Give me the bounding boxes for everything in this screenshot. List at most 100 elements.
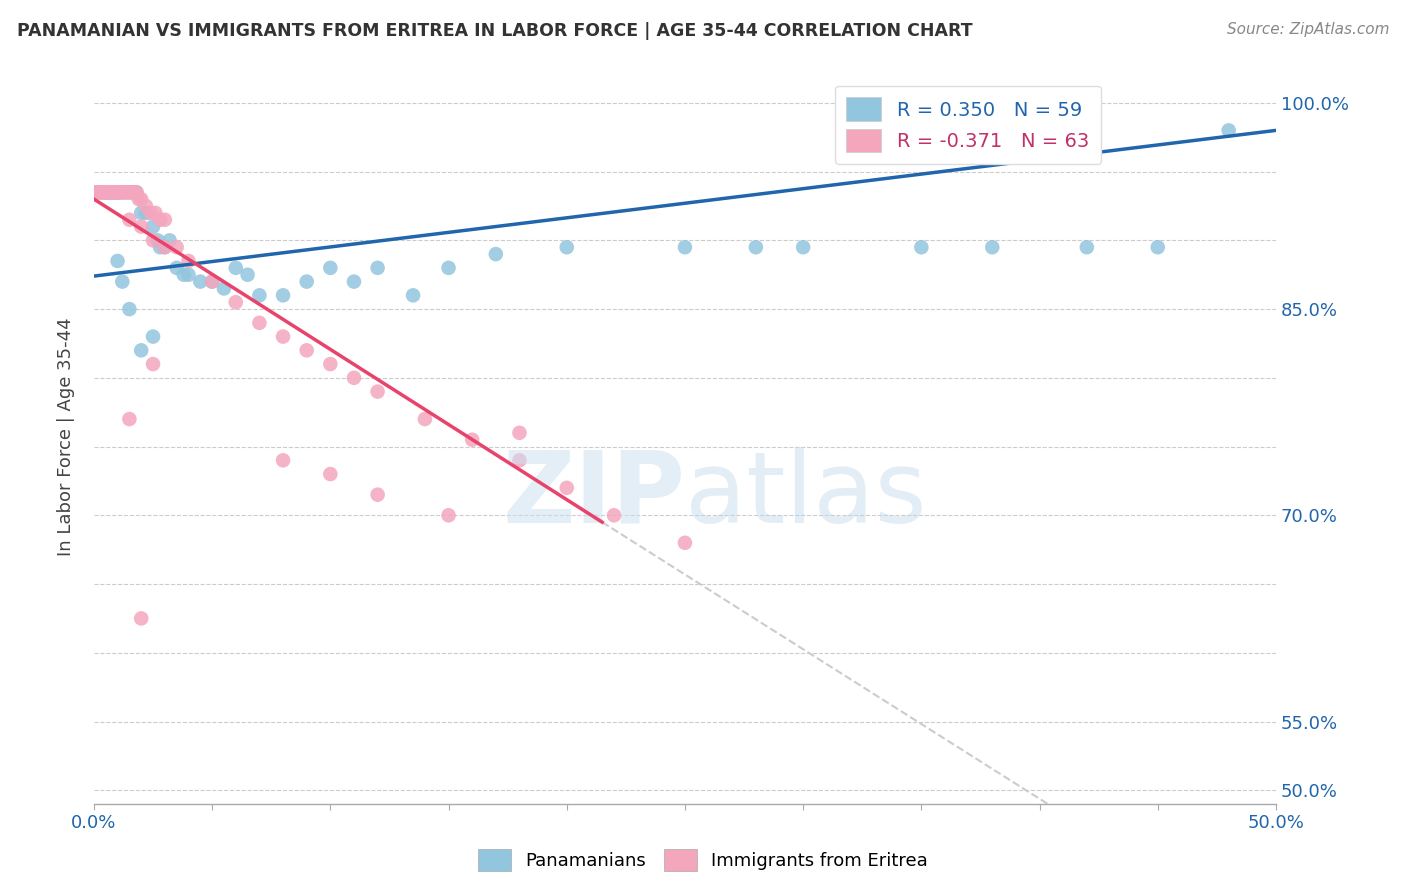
Point bbox=[125, 186, 148, 200]
Point bbox=[173, 268, 195, 282]
Point bbox=[129, 611, 152, 625]
Point bbox=[745, 240, 768, 254]
Point bbox=[159, 233, 181, 247]
Point bbox=[104, 186, 127, 200]
Point bbox=[1146, 240, 1168, 254]
Point bbox=[90, 186, 112, 200]
Point bbox=[108, 186, 131, 200]
Point bbox=[97, 186, 120, 200]
Point bbox=[319, 467, 342, 481]
Point bbox=[146, 233, 169, 247]
Point bbox=[673, 240, 696, 254]
Point bbox=[343, 371, 366, 385]
Point bbox=[437, 260, 460, 275]
Point bbox=[118, 212, 141, 227]
Point bbox=[101, 186, 124, 200]
Point bbox=[413, 412, 436, 426]
Point bbox=[122, 186, 145, 200]
Point bbox=[104, 186, 127, 200]
Point bbox=[100, 186, 122, 200]
Point bbox=[177, 254, 200, 268]
Point bbox=[135, 206, 157, 220]
Point bbox=[114, 186, 136, 200]
Point bbox=[107, 186, 129, 200]
Point bbox=[461, 433, 484, 447]
Point bbox=[188, 275, 211, 289]
Point bbox=[115, 186, 138, 200]
Point bbox=[225, 260, 247, 275]
Point bbox=[508, 453, 530, 467]
Point bbox=[153, 240, 176, 254]
Point bbox=[139, 206, 162, 220]
Point bbox=[142, 357, 165, 371]
Point bbox=[367, 488, 389, 502]
Point bbox=[94, 186, 117, 200]
Point bbox=[90, 186, 112, 200]
Point bbox=[910, 240, 932, 254]
Point bbox=[153, 212, 176, 227]
Point bbox=[121, 186, 143, 200]
Point bbox=[107, 254, 129, 268]
Point bbox=[121, 186, 143, 200]
Point bbox=[111, 186, 134, 200]
Point bbox=[122, 186, 145, 200]
Point bbox=[166, 260, 188, 275]
Point bbox=[367, 384, 389, 399]
Point bbox=[295, 275, 318, 289]
Point bbox=[101, 186, 124, 200]
Point bbox=[402, 288, 425, 302]
Point bbox=[343, 275, 366, 289]
Point bbox=[111, 275, 134, 289]
Point bbox=[114, 186, 136, 200]
Point bbox=[792, 240, 814, 254]
Point bbox=[142, 329, 165, 343]
Point bbox=[93, 186, 115, 200]
Point bbox=[107, 186, 129, 200]
Point bbox=[90, 186, 112, 200]
Point bbox=[100, 186, 122, 200]
Point bbox=[212, 281, 235, 295]
Point bbox=[1076, 240, 1098, 254]
Point bbox=[177, 268, 200, 282]
Point bbox=[603, 508, 626, 523]
Point bbox=[145, 206, 167, 220]
Point bbox=[437, 508, 460, 523]
Point bbox=[129, 343, 152, 358]
Point bbox=[249, 288, 271, 302]
Point bbox=[111, 186, 134, 200]
Point bbox=[153, 240, 176, 254]
Point bbox=[673, 536, 696, 550]
Point bbox=[271, 288, 294, 302]
Point bbox=[111, 186, 134, 200]
Point bbox=[201, 275, 224, 289]
Point bbox=[118, 186, 141, 200]
Point bbox=[981, 240, 1004, 254]
Point bbox=[129, 206, 152, 220]
Point bbox=[107, 186, 129, 200]
Point bbox=[1218, 123, 1240, 137]
Point bbox=[94, 186, 117, 200]
Point bbox=[149, 240, 172, 254]
Point bbox=[94, 186, 117, 200]
Legend: R = 0.350   N = 59, R = -0.371   N = 63: R = 0.350 N = 59, R = -0.371 N = 63 bbox=[835, 86, 1101, 164]
Point bbox=[128, 192, 150, 206]
Point bbox=[84, 186, 107, 200]
Point bbox=[104, 186, 127, 200]
Text: atlas: atlas bbox=[685, 447, 927, 543]
Text: Source: ZipAtlas.com: Source: ZipAtlas.com bbox=[1226, 22, 1389, 37]
Point bbox=[129, 219, 152, 234]
Point bbox=[97, 186, 120, 200]
Point bbox=[93, 186, 115, 200]
Text: PANAMANIAN VS IMMIGRANTS FROM ERITREA IN LABOR FORCE | AGE 35-44 CORRELATION CHA: PANAMANIAN VS IMMIGRANTS FROM ERITREA IN… bbox=[17, 22, 973, 40]
Point bbox=[107, 186, 129, 200]
Point bbox=[108, 186, 131, 200]
Legend: Panamanians, Immigrants from Eritrea: Panamanians, Immigrants from Eritrea bbox=[471, 842, 935, 879]
Point bbox=[125, 186, 148, 200]
Point bbox=[485, 247, 508, 261]
Point bbox=[225, 295, 247, 310]
Point bbox=[319, 260, 342, 275]
Point bbox=[100, 186, 122, 200]
Point bbox=[97, 186, 120, 200]
Point bbox=[236, 268, 259, 282]
Point bbox=[101, 186, 124, 200]
